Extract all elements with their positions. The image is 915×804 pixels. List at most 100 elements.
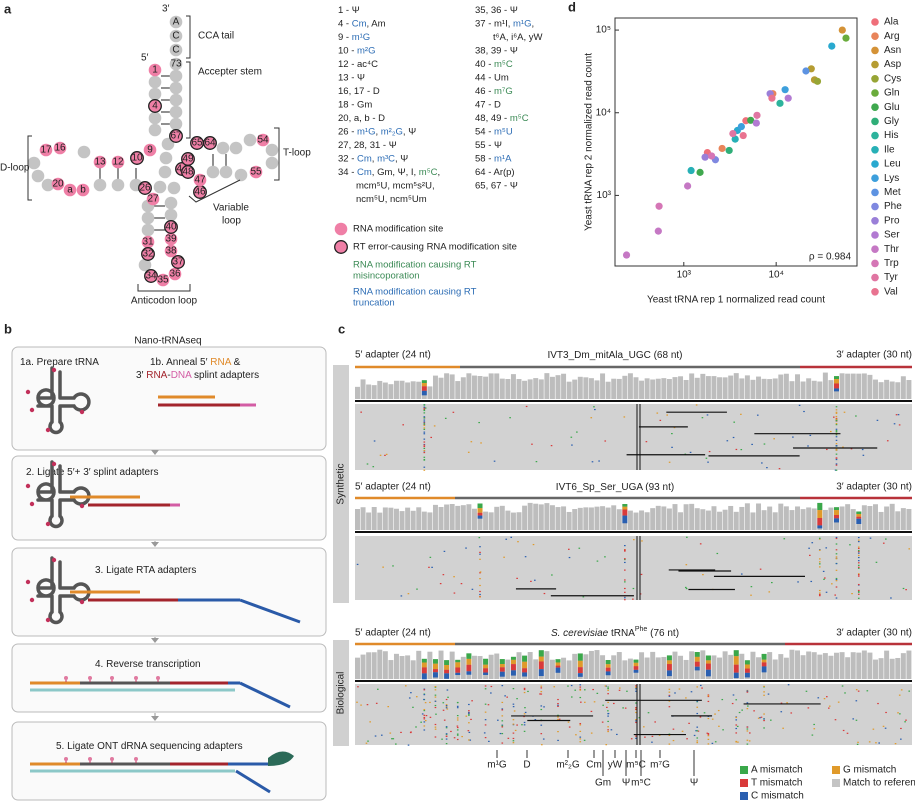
modification-entry: 18 - Gm <box>338 99 372 110</box>
read-mismatch <box>686 738 688 740</box>
read-mismatch <box>624 581 626 583</box>
modification-dot <box>25 389 31 395</box>
text-segment: , Ψ <box>395 153 408 164</box>
read-mismatch <box>835 458 838 461</box>
legend-swatch <box>740 792 748 800</box>
read-mismatch <box>622 707 624 709</box>
nucleotide <box>93 155 107 169</box>
coverage-mismatch <box>577 673 583 677</box>
nucleotide <box>156 273 170 287</box>
modification-entry: 64 - Ar(p) <box>475 167 515 178</box>
read-mismatch <box>619 687 621 689</box>
coverage-bar <box>778 654 784 679</box>
read-mismatch <box>807 445 809 447</box>
coverage-mismatch <box>432 669 438 673</box>
text-segment: & <box>231 357 241 368</box>
coverage-mismatch <box>694 656 700 662</box>
read-mismatch <box>490 685 493 688</box>
read-mismatch <box>607 701 609 704</box>
coverage-bar <box>811 652 817 679</box>
read-mismatch <box>818 549 821 551</box>
read-mismatch <box>690 691 693 693</box>
modification-label: m⁷G <box>650 760 670 771</box>
coverage-bar <box>750 651 756 679</box>
read-mismatch <box>658 734 661 736</box>
coverage-bar <box>460 505 466 530</box>
read-mismatch <box>852 718 855 720</box>
read-mismatch <box>501 725 504 727</box>
site-label: 1 <box>152 65 158 76</box>
read-mismatch <box>897 712 899 714</box>
modification-dot <box>156 676 160 680</box>
modification-entry: t⁶A, i⁶A, yW <box>493 32 543 43</box>
read-mismatch <box>423 412 426 414</box>
read-mismatch <box>818 595 821 597</box>
x-tick-label: 10⁴ <box>768 270 783 281</box>
coverage-bar <box>795 506 800 530</box>
read-mismatch <box>523 724 526 726</box>
read-mismatch <box>365 742 368 744</box>
coverage-mismatch <box>432 672 438 678</box>
coverage-mismatch <box>421 386 427 391</box>
coverage-bar <box>783 657 789 679</box>
coverage-bar <box>410 510 416 530</box>
read-mismatch <box>379 454 382 456</box>
coverage-mismatch <box>555 659 561 663</box>
legend-marker <box>871 188 879 197</box>
step-label: 2. Ligate 5′+ 3′ splint adapters <box>26 467 158 478</box>
coverage-bar <box>371 385 377 399</box>
read-mismatch <box>480 442 482 444</box>
coverage-bar <box>889 658 895 679</box>
coverage-bar <box>416 507 422 530</box>
coverage-mismatch <box>744 660 750 665</box>
read-mismatch <box>579 723 582 725</box>
read-mismatch <box>373 440 376 442</box>
coverage-bar <box>761 510 767 530</box>
read-mismatch <box>735 724 738 726</box>
coverage-bar <box>600 655 606 679</box>
coverage-bar <box>639 380 645 399</box>
coverage-bar <box>772 512 778 530</box>
coverage-mismatch <box>666 664 672 671</box>
read-mismatch <box>632 587 635 590</box>
read-mismatch <box>818 589 821 592</box>
read-mismatch <box>423 456 426 458</box>
adapter <box>239 598 301 624</box>
read-mismatch <box>468 739 470 741</box>
read-mismatch <box>835 445 838 447</box>
legend-label: Pro <box>884 215 900 226</box>
legend-label: T mismatch <box>751 778 803 789</box>
read-mismatch <box>638 717 641 719</box>
nucleotide-label: A <box>173 17 180 28</box>
panel-title: Nano-tRNAseq <box>134 336 201 347</box>
modification-entry: 38, 39 - Ψ <box>475 45 518 56</box>
text-segment: t⁶A, i⁶A, yW <box>493 32 543 43</box>
read-mismatch <box>445 726 448 728</box>
read-mismatch <box>696 706 699 708</box>
coverage-bar <box>644 657 650 679</box>
read-mismatch <box>861 448 864 451</box>
coverage-bar <box>772 378 778 399</box>
read-mismatch <box>456 734 459 736</box>
read-mismatch <box>905 719 907 721</box>
coverage-bar <box>744 375 750 399</box>
coverage-mismatch <box>538 656 544 662</box>
read-mismatch <box>735 740 738 743</box>
read-mismatch <box>512 742 515 744</box>
nucleotide <box>169 81 183 95</box>
read-mismatch <box>439 583 442 585</box>
bracket <box>137 284 191 292</box>
read-mismatch <box>632 598 634 600</box>
read-mismatch <box>835 443 838 445</box>
nucleotide <box>141 211 155 225</box>
coverage-bar <box>672 651 678 679</box>
read-mismatch <box>787 684 790 686</box>
coverage-mismatch <box>694 652 700 657</box>
read-mismatch <box>543 592 546 595</box>
coverage-bar <box>822 509 828 530</box>
coverage-bar <box>739 653 745 679</box>
site-label: 10 <box>131 153 143 164</box>
site-label: b <box>80 185 86 196</box>
coverage-mismatch <box>444 660 450 665</box>
read-mismatch <box>501 684 504 687</box>
